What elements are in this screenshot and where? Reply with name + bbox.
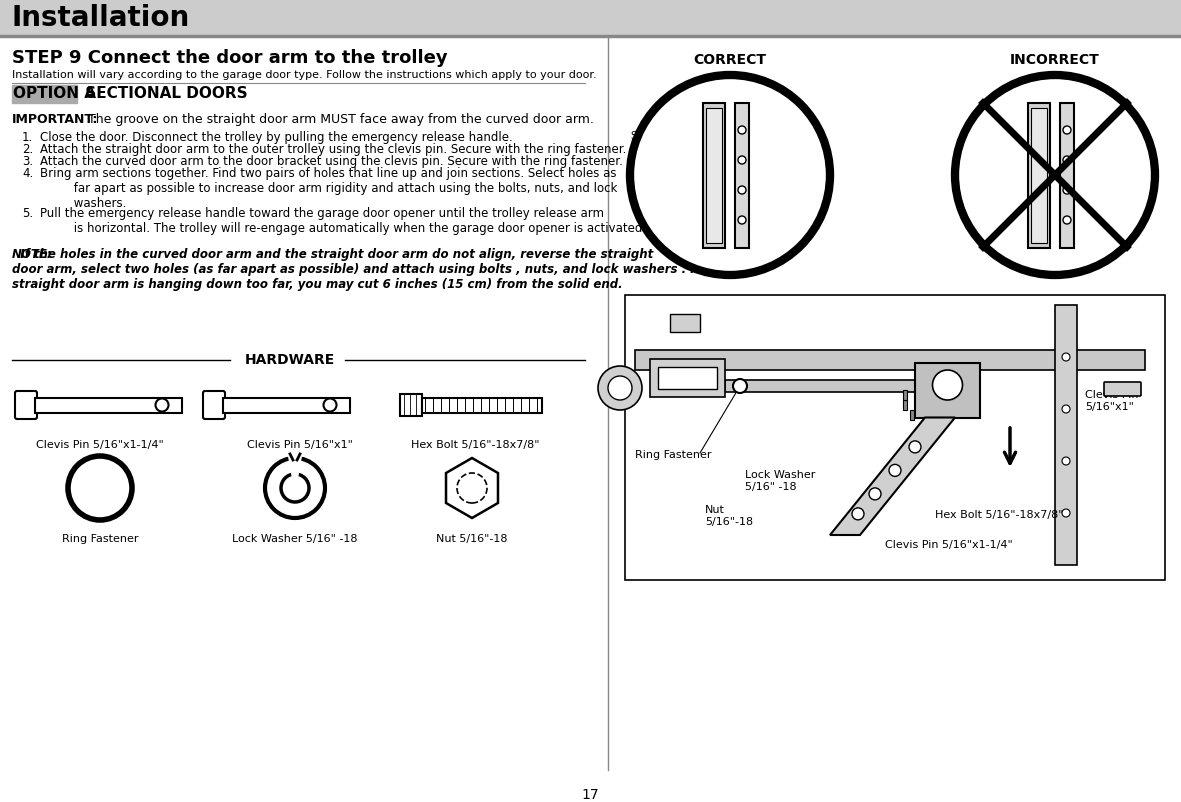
FancyBboxPatch shape: [15, 391, 37, 419]
Text: The groove on the straight door arm MUST face away from the curved door arm.: The groove on the straight door arm MUST…: [84, 113, 594, 126]
Bar: [223, 398, 350, 412]
Text: Straight
Door
Arm: Straight Door Arm: [983, 153, 1024, 187]
Text: 4.: 4.: [22, 167, 33, 180]
Text: Lock Washer
5/16" -18: Lock Washer 5/16" -18: [745, 470, 815, 492]
Circle shape: [629, 75, 830, 275]
Text: Clevis Pin 5/16"x1-1/4": Clevis Pin 5/16"x1-1/4": [885, 540, 1013, 550]
Circle shape: [1062, 353, 1070, 361]
Text: Curved
Door
Arm: Curved Door Arm: [753, 153, 790, 187]
Text: Bring arm sections together. Find two pairs of holes that line up and join secti: Bring arm sections together. Find two pa…: [40, 167, 618, 210]
Text: Nut
5/16"-18: Nut 5/16"-18: [705, 505, 753, 527]
Bar: [703, 103, 725, 248]
Circle shape: [281, 474, 309, 502]
Circle shape: [1062, 509, 1070, 517]
Text: INCORRECT: INCORRECT: [1010, 53, 1100, 67]
Circle shape: [738, 216, 746, 224]
Circle shape: [1062, 457, 1070, 465]
Text: If the holes in the curved door arm and the straight door arm do not align, reve: If the holes in the curved door arm and …: [12, 248, 726, 291]
Text: Installation will vary according to the garage door type. Follow the instruction: Installation will vary according to the …: [12, 70, 596, 80]
Circle shape: [869, 488, 881, 500]
Text: Clevis Pin 5/16"x1-1/4": Clevis Pin 5/16"x1-1/4": [37, 440, 164, 450]
FancyBboxPatch shape: [915, 363, 980, 418]
Bar: [12, 85, 77, 103]
Circle shape: [598, 366, 642, 410]
Text: 1.: 1.: [22, 131, 33, 144]
Bar: [735, 103, 749, 248]
Circle shape: [1063, 186, 1071, 194]
Bar: [903, 400, 907, 410]
Circle shape: [457, 473, 487, 503]
Text: STEP 9 Connect the door arm to the trolley: STEP 9 Connect the door arm to the troll…: [12, 49, 448, 67]
Bar: [0, 0, 1181, 35]
Bar: [635, 350, 1146, 370]
Text: CORRECT: CORRECT: [693, 53, 766, 67]
Bar: [35, 398, 182, 412]
Bar: [670, 314, 700, 332]
Circle shape: [738, 186, 746, 194]
Bar: [725, 380, 925, 392]
Text: Ring Fastener: Ring Fastener: [635, 450, 711, 460]
Bar: [1027, 103, 1050, 248]
Circle shape: [909, 441, 921, 453]
Text: 17: 17: [581, 788, 599, 802]
FancyBboxPatch shape: [1104, 382, 1141, 396]
Text: OPTION A: OPTION A: [13, 87, 96, 102]
Bar: [658, 367, 717, 389]
Circle shape: [933, 370, 963, 400]
Text: Straight
Door Arm

(Groove
facing
out): Straight Door Arm (Groove facing out): [631, 131, 680, 199]
Circle shape: [733, 379, 748, 393]
Circle shape: [738, 156, 746, 164]
Bar: [903, 390, 907, 400]
Circle shape: [1063, 156, 1071, 164]
Bar: [1061, 103, 1074, 248]
Wedge shape: [289, 456, 300, 488]
Text: Lock Washer 5/16" -18: Lock Washer 5/16" -18: [233, 534, 358, 544]
Text: IMPORTANT:: IMPORTANT:: [12, 113, 98, 126]
Bar: [625, 295, 1164, 580]
Circle shape: [1062, 405, 1070, 413]
Bar: [706, 107, 722, 242]
Text: HARDWARE: HARDWARE: [244, 353, 335, 367]
Bar: [422, 398, 542, 412]
Circle shape: [955, 75, 1155, 275]
Polygon shape: [830, 418, 955, 535]
Text: Ring Fastener: Ring Fastener: [61, 534, 138, 544]
Circle shape: [738, 126, 746, 134]
Text: 5.: 5.: [22, 207, 33, 220]
Bar: [1055, 305, 1077, 565]
Circle shape: [852, 508, 864, 520]
Text: Attach the straight door arm to the outer trolley using the clevis pin. Secure w: Attach the straight door arm to the oute…: [40, 143, 626, 156]
Circle shape: [1063, 216, 1071, 224]
Text: 2.: 2.: [22, 143, 33, 156]
Text: Clevis Pin
5/16"x1": Clevis Pin 5/16"x1": [1085, 390, 1138, 411]
Text: SECTIONAL DOORS: SECTIONAL DOORS: [80, 87, 248, 102]
Text: NOTE:: NOTE:: [12, 248, 53, 261]
Circle shape: [156, 399, 169, 411]
Text: Hex Bolt 5/16"-18x7/8": Hex Bolt 5/16"-18x7/8": [411, 440, 540, 450]
Text: Installation: Installation: [12, 3, 190, 31]
Circle shape: [68, 456, 132, 520]
Circle shape: [1063, 126, 1071, 134]
Bar: [400, 394, 422, 416]
Bar: [650, 359, 725, 397]
FancyBboxPatch shape: [203, 391, 226, 419]
Text: Close the door. Disconnect the trolley by pulling the emergency release handle.: Close the door. Disconnect the trolley b…: [40, 131, 513, 144]
Text: Curved
Door
Arm: Curved Door Arm: [1078, 153, 1116, 187]
Circle shape: [889, 464, 901, 476]
Text: Attach the curved door arm to the door bracket using the clevis pin. Secure with: Attach the curved door arm to the door b…: [40, 155, 622, 168]
Circle shape: [324, 399, 337, 411]
Text: Pull the emergency release handle toward the garage door opener until the trolle: Pull the emergency release handle toward…: [40, 207, 646, 235]
Circle shape: [608, 376, 632, 400]
Bar: [1031, 107, 1048, 242]
Text: Nut 5/16"-18: Nut 5/16"-18: [436, 534, 508, 544]
Circle shape: [265, 458, 325, 518]
Text: Clevis Pin 5/16"x1": Clevis Pin 5/16"x1": [247, 440, 353, 450]
Text: Hex Bolt 5/16"-18x7/8": Hex Bolt 5/16"-18x7/8": [935, 510, 1064, 520]
Polygon shape: [446, 458, 498, 518]
Bar: [911, 410, 914, 420]
Text: 3.: 3.: [22, 155, 33, 168]
